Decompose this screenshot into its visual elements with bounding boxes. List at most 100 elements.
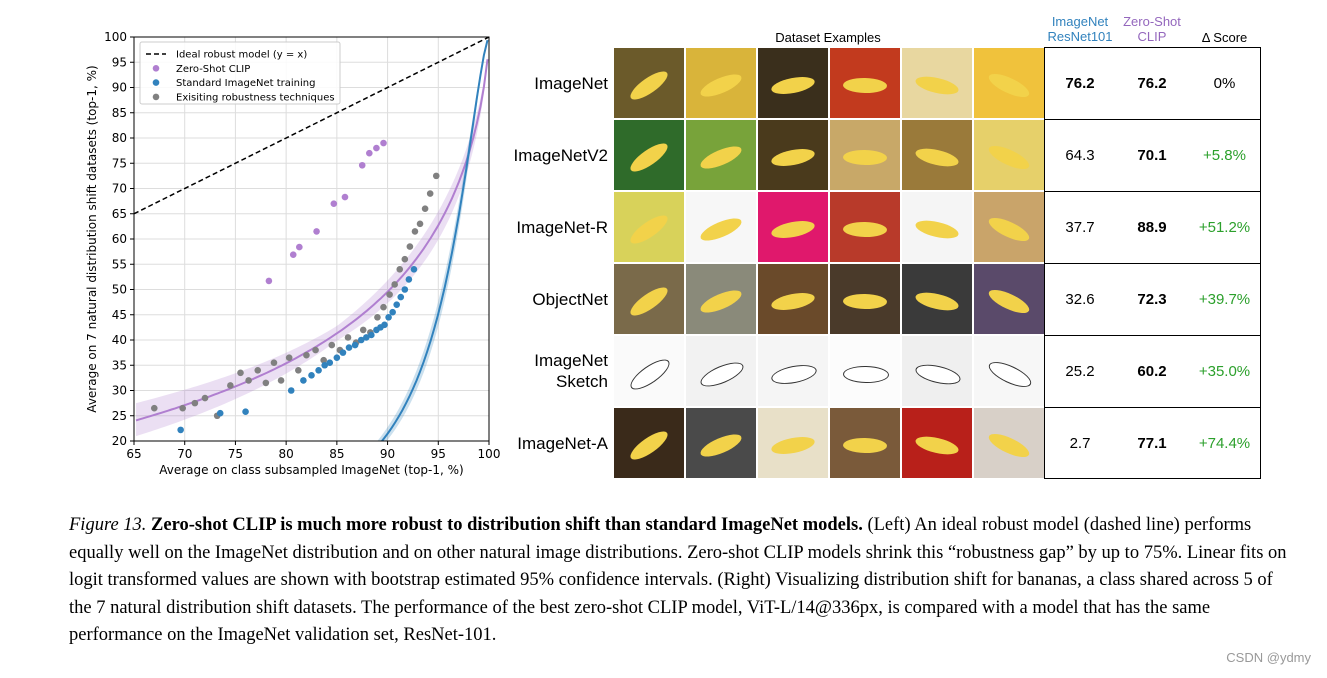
standard-point xyxy=(321,361,328,369)
banana-shape xyxy=(842,149,888,166)
legend-label: Exisiting robustness techniques xyxy=(176,92,335,103)
banana-shape xyxy=(985,69,1033,102)
score-clip-0: 76.2 xyxy=(1137,75,1167,92)
example-image xyxy=(758,336,828,406)
robust-technique-point xyxy=(150,404,158,412)
banana-shape xyxy=(913,433,961,458)
clip-point xyxy=(265,277,273,285)
standard-point xyxy=(300,377,307,384)
x-tick-label: 90 xyxy=(380,447,395,461)
row-divider xyxy=(1044,119,1261,120)
clip-point xyxy=(341,193,349,201)
clip-point xyxy=(358,161,366,169)
example-image xyxy=(902,120,972,190)
standard-point xyxy=(405,276,413,283)
example-image xyxy=(830,48,900,118)
banana-shape xyxy=(626,282,672,321)
watermark: CSDN @ydmy xyxy=(1226,650,1311,665)
banana-shape xyxy=(985,429,1033,462)
score-resnet-4: 25.2 xyxy=(1065,363,1095,380)
row-label-0: ImageNet xyxy=(534,73,608,93)
example-image xyxy=(902,336,972,406)
y-tick-label: 90 xyxy=(112,81,127,95)
standard-point xyxy=(315,367,322,374)
y-tick-label: 70 xyxy=(112,182,127,196)
robust-technique-point xyxy=(416,220,424,228)
example-image xyxy=(974,336,1044,406)
example-image xyxy=(902,408,972,478)
y-tick-label: 75 xyxy=(112,156,127,170)
banana-shape xyxy=(913,145,961,170)
example-image xyxy=(686,264,756,334)
score-clip-4: 60.2 xyxy=(1137,363,1167,380)
example-image xyxy=(758,408,828,478)
y-tick-label: 20 xyxy=(112,434,127,448)
banana-shape xyxy=(626,138,672,177)
score-resnet-1: 64.3 xyxy=(1065,147,1095,164)
robust-technique-point xyxy=(411,228,419,235)
robust-technique-point xyxy=(386,291,393,298)
example-image xyxy=(614,408,684,478)
banana-shape xyxy=(626,66,672,105)
example-image xyxy=(830,336,900,406)
example-image xyxy=(686,408,756,478)
score-resnet-0: 76.2 xyxy=(1065,75,1095,92)
example-image xyxy=(830,192,900,262)
banana-shape xyxy=(626,354,674,395)
y-tick-label: 60 xyxy=(112,232,127,246)
example-images-row xyxy=(614,336,1044,406)
robust-technique-point xyxy=(401,255,409,263)
standard-point xyxy=(333,354,341,361)
banana-shape xyxy=(697,357,747,392)
robust-technique-point xyxy=(227,382,234,389)
example-images-row xyxy=(614,48,1044,118)
clip-point xyxy=(296,243,303,251)
score-delta-0: 0% xyxy=(1213,75,1236,92)
clip-point xyxy=(373,144,380,152)
robust-technique-point xyxy=(254,367,262,374)
robust-technique-point xyxy=(277,377,285,384)
example-image xyxy=(974,120,1044,190)
y-tick-label: 55 xyxy=(112,257,127,271)
row-label-4: ImageNet Sketch xyxy=(534,351,608,391)
clip-point xyxy=(366,149,373,157)
row-label-3: ObjectNet xyxy=(532,289,608,309)
robust-technique-point xyxy=(303,351,310,359)
col-header-resnet: ImageNet ResNet101 xyxy=(1047,14,1113,44)
banana-shape xyxy=(842,365,890,384)
robust-technique-point xyxy=(421,205,429,212)
row-label-1: ImageNetV2 xyxy=(513,145,609,165)
x-tick-label: 100 xyxy=(478,447,501,461)
standard-point xyxy=(326,359,334,367)
banana-shape xyxy=(626,210,672,249)
robust-technique-point xyxy=(245,377,252,384)
robust-technique-point xyxy=(380,303,387,311)
score-delta-5: +74.4% xyxy=(1198,435,1251,452)
legend-label: Standard ImageNet training xyxy=(176,78,315,89)
y-tick-label: 25 xyxy=(112,409,127,423)
robust-technique-point xyxy=(295,367,302,374)
standard-point xyxy=(216,409,224,417)
x-axis-label: Average on class subsampled ImageNet (to… xyxy=(159,463,463,477)
y-tick-label: 30 xyxy=(112,384,127,398)
figure-caption: Figure 13. Zero-shot CLIP is much more r… xyxy=(69,512,1289,650)
banana-shape xyxy=(985,213,1033,246)
banana-shape xyxy=(769,217,817,242)
banana-shape xyxy=(626,426,672,465)
banana-shape xyxy=(697,142,745,173)
legend-box xyxy=(139,41,341,105)
example-image xyxy=(686,192,756,262)
example-image xyxy=(614,192,684,262)
banana-shape xyxy=(697,70,745,101)
standard-point xyxy=(381,321,388,329)
y-tick-label: 40 xyxy=(112,333,127,347)
banana-shape xyxy=(913,73,961,98)
row-divider xyxy=(1044,407,1261,408)
standard-point xyxy=(357,336,365,344)
standard-point xyxy=(410,266,418,273)
robust-technique-point xyxy=(191,399,199,407)
score-delta-3: +39.7% xyxy=(1198,291,1251,308)
banana-shape xyxy=(842,77,888,94)
banana-shape xyxy=(697,286,745,317)
example-image xyxy=(830,408,900,478)
